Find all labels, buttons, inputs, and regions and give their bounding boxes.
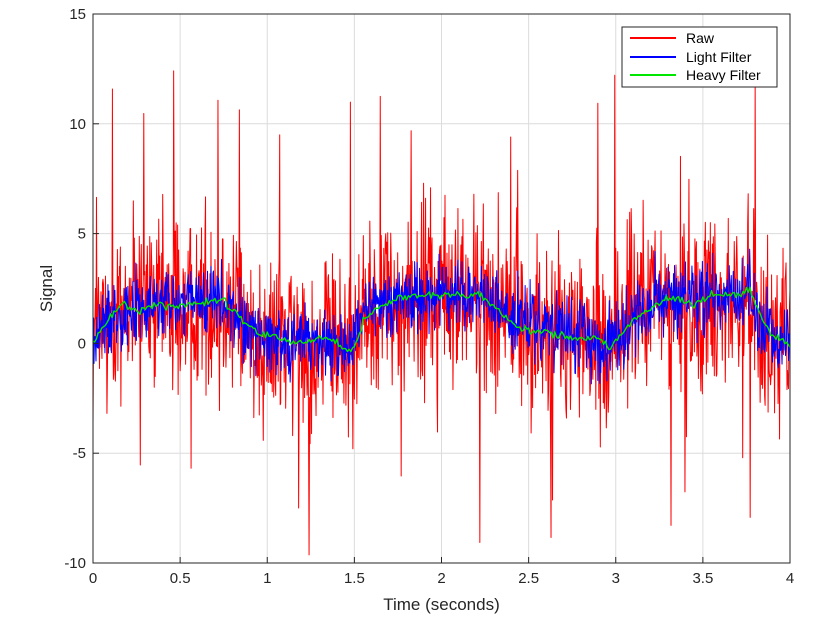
series-group (92, 70, 791, 556)
x-tick-label: 2 (437, 570, 445, 587)
series-line-heavy-filter (92, 286, 791, 353)
legend-label-heavy-filter: Heavy Filter (686, 67, 761, 83)
x-tick-label: 4 (786, 570, 794, 587)
y-tick-label: -5 (73, 445, 86, 462)
ticks: 0 0.5 1 1.5 2 2.5 3 3.5 4 -10 -5 0 5 10 15 (64, 6, 794, 587)
y-tick-label: 10 (69, 116, 86, 133)
x-tick-label: 3 (612, 570, 620, 587)
legend: Raw Light Filter Heavy Filter (621, 26, 778, 88)
y-tick-label: 0 (78, 335, 86, 352)
x-tick-label: 1.5 (344, 570, 365, 587)
x-tick-label: 2.5 (518, 570, 539, 587)
x-tick-label: 0 (89, 570, 97, 587)
x-tick-label: 0.5 (170, 570, 191, 587)
x-tick-label: 1 (263, 570, 271, 587)
x-axis-label: Time (seconds) (383, 595, 500, 614)
y-tick-label: 5 (78, 226, 86, 243)
y-axis-label: Signal (37, 265, 56, 312)
y-tick-label: 15 (69, 6, 86, 23)
legend-label-raw: Raw (686, 30, 715, 46)
x-tick-label: 3.5 (692, 570, 713, 587)
legend-label-light-filter: Light Filter (686, 49, 752, 65)
y-tick-label: -10 (64, 555, 86, 572)
